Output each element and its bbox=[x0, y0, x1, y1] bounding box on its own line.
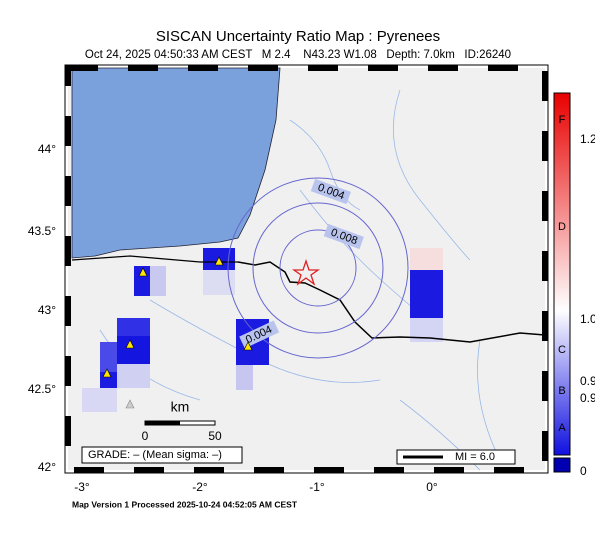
colorbar-letter: C bbox=[558, 344, 566, 356]
lon-label: 0° bbox=[426, 480, 438, 494]
colorbar: F D C B A 1.2 1.0 0.9 0.9 0 bbox=[553, 92, 595, 478]
colorbar-number: 0.9 bbox=[580, 391, 595, 405]
colorbar-letter: D bbox=[558, 221, 566, 233]
lat-label: 44° bbox=[38, 142, 56, 156]
legend-box bbox=[396, 449, 516, 465]
frame bbox=[65, 65, 548, 473]
grade-box bbox=[81, 446, 243, 464]
lon-label: -1° bbox=[309, 480, 325, 494]
lat-label: 42° bbox=[38, 460, 56, 474]
stations bbox=[102, 256, 253, 409]
colorbar-letter: A bbox=[558, 422, 566, 434]
lat-label: 43° bbox=[38, 303, 56, 317]
colorbar-letter: F bbox=[559, 114, 566, 126]
lat-label: 43.5° bbox=[28, 224, 56, 238]
colorbar-min bbox=[553, 457, 571, 473]
colorbar-gradient bbox=[553, 92, 571, 456]
grade: GRADE: – (Mean sigma: –) bbox=[88, 449, 222, 461]
lat-labels: 44° 43.5° 43° 42.5° 42° bbox=[28, 142, 56, 474]
scale-end: 50 bbox=[208, 429, 222, 443]
map-area: 0.004 0.008 0.004 km 0 50 GRADE: – (Mean… bbox=[64, 64, 549, 474]
colorbar-number: 1.0 bbox=[580, 312, 595, 326]
footer: Map Version 1 Processed 2025-10-24 04:52… bbox=[72, 499, 298, 509]
lon-label: -2° bbox=[192, 480, 208, 494]
lon-label: -3° bbox=[74, 480, 90, 494]
lat-label: 42.5° bbox=[28, 382, 56, 396]
subtitle: Oct 24, 2025 04:50:33 AM CEST M 2.4 N43.… bbox=[85, 49, 511, 61]
colorbar-number: 0.9 bbox=[580, 374, 595, 388]
sea bbox=[71, 67, 281, 259]
frame-outline bbox=[64, 64, 549, 474]
colorbar-letter: B bbox=[558, 385, 565, 397]
colorbar-number: 1.2 bbox=[580, 132, 595, 146]
colorbar-number: 0 bbox=[580, 464, 587, 478]
contours bbox=[227, 177, 409, 359]
title: SISCAN Uncertainty Ratio Map : Pyrenees bbox=[156, 28, 440, 45]
lon-labels: -3° -2° -1° 0° bbox=[74, 480, 438, 494]
scale-start: 0 bbox=[142, 429, 149, 443]
epicenter bbox=[291, 258, 321, 286]
scale-unit: km bbox=[171, 399, 190, 415]
scale-bar: km 0 50 bbox=[142, 399, 222, 443]
legend-label: MI = 6.0 bbox=[455, 451, 495, 463]
border bbox=[237, 261, 546, 343]
